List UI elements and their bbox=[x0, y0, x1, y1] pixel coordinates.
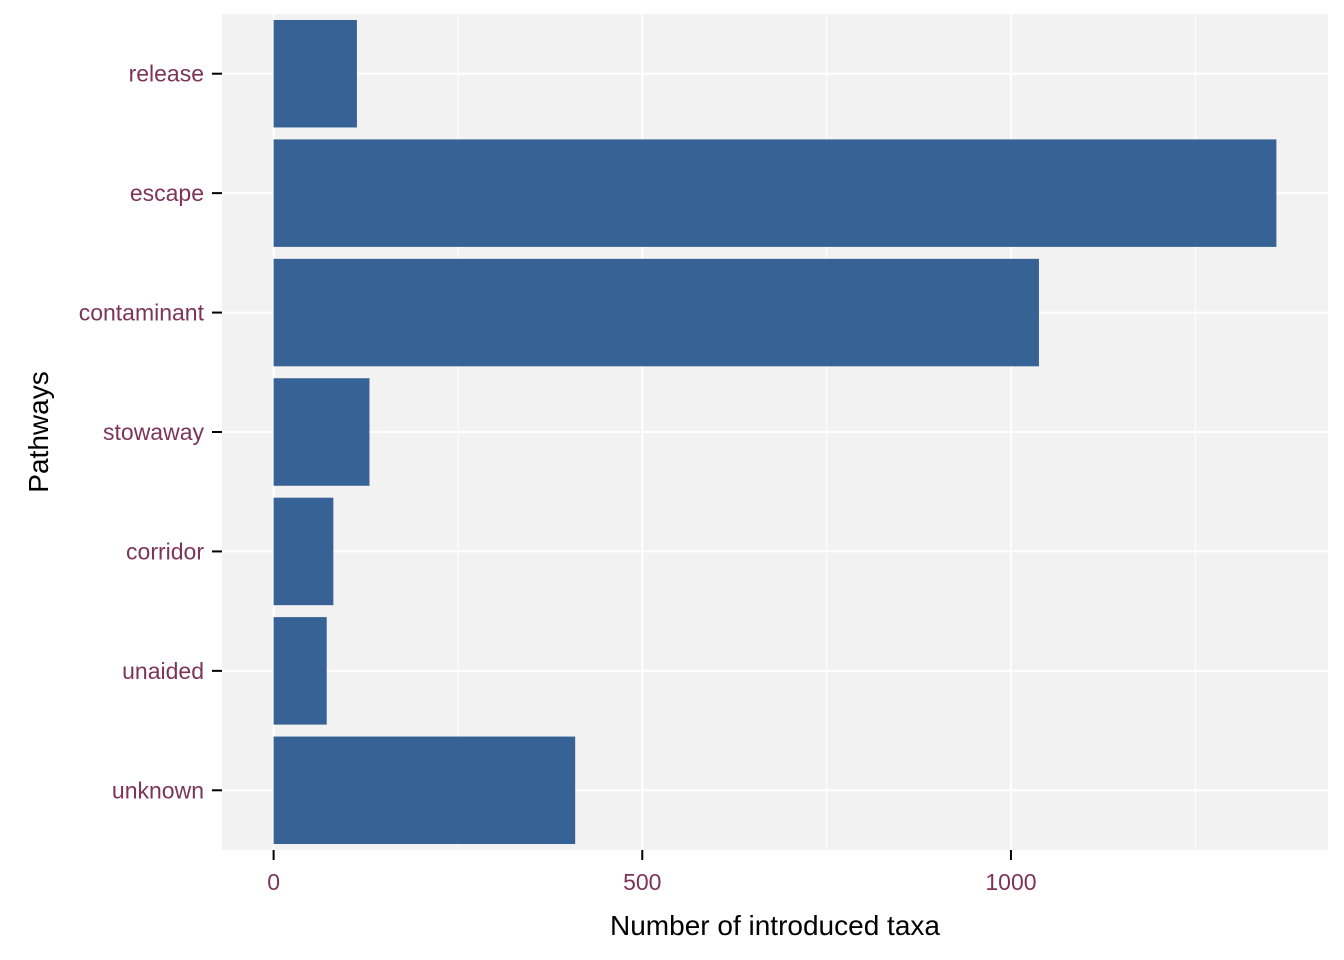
y-tick-label: escape bbox=[130, 180, 204, 206]
y-tick-label: unaided bbox=[122, 658, 204, 684]
bar-stowaway bbox=[273, 378, 370, 486]
y-tick-label: unknown bbox=[112, 777, 204, 803]
y-tick-label: stowaway bbox=[103, 419, 204, 445]
x-tick-label: 1000 bbox=[985, 869, 1036, 895]
y-tick-label: corridor bbox=[126, 538, 204, 564]
x-axis-title: Number of introduced taxa bbox=[610, 910, 940, 941]
bar-contaminant bbox=[273, 258, 1039, 367]
bar-unaided bbox=[273, 617, 327, 725]
y-axis-ticks: release escape contaminant stowaway corridor… bbox=[79, 61, 222, 803]
bar-corridor bbox=[273, 497, 334, 606]
y-axis-title: Pathways bbox=[23, 371, 54, 492]
y-tick-label: release bbox=[129, 61, 204, 87]
bar-escape bbox=[273, 139, 1277, 247]
bar-release bbox=[273, 19, 357, 128]
y-tick-label: contaminant bbox=[79, 300, 205, 326]
x-tick-label: 500 bbox=[623, 869, 661, 895]
x-axis-ticks: 0 500 1000 bbox=[267, 850, 1037, 895]
x-tick-label: 0 bbox=[267, 869, 280, 895]
bar-unknown bbox=[273, 736, 576, 845]
bars bbox=[273, 19, 1277, 845]
